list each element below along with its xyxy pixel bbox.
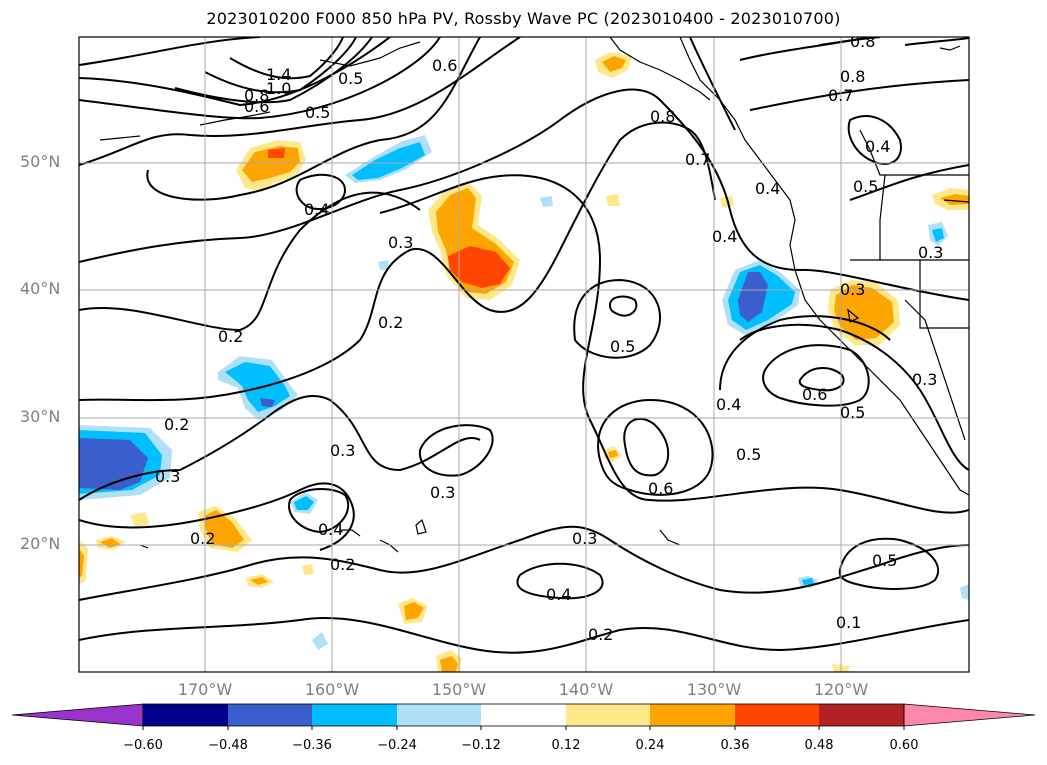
contour-label: 0.3 (840, 280, 865, 299)
contour-label: 0.6 (802, 385, 827, 404)
lon-label-160w: 160°W (304, 680, 360, 699)
contour-label: 0.3 (430, 483, 455, 502)
lat-label-40n: 40°N (20, 279, 61, 298)
contour-label: 0.2 (378, 313, 403, 332)
contour-label: 0.8 (650, 107, 675, 126)
contour-label: 0.5 (853, 177, 878, 196)
coastlines (99, 37, 969, 553)
contour-label: 0.5 (872, 551, 897, 570)
contour-label: 0.5 (840, 403, 865, 422)
contour-label: 0.6 (432, 56, 457, 75)
colorbar-tick: −0.48 (208, 738, 248, 753)
colorbar-tick: 0.36 (720, 738, 750, 753)
contour-label: 0.3 (330, 441, 355, 460)
contour-label: 0.4 (546, 585, 571, 604)
contour-label: 0.4 (716, 395, 741, 414)
contour-label: 0.3 (572, 529, 597, 548)
map-frame (78, 36, 970, 673)
gridlines (79, 37, 969, 672)
colorbar-bin (650, 704, 735, 726)
contour-label: 0.7 (685, 150, 710, 169)
contour-label: 0.3 (918, 243, 943, 262)
contour-label: 0.2 (218, 327, 243, 346)
contour-label: 0.4 (712, 227, 737, 246)
contour-label: 0.7 (828, 86, 853, 105)
colorbar-bin (481, 704, 566, 726)
colorbar-extend-high (903, 703, 1036, 727)
contour-label: 0.6 (244, 97, 269, 116)
contour-label: 0.4 (304, 200, 329, 219)
contour-label: 0.8 (244, 86, 269, 105)
contour-label: 0.8 (840, 67, 865, 86)
contour-label: 0.5 (610, 337, 635, 356)
lat-label-50n: 50°N (20, 152, 61, 171)
contour-label: 1.4 (266, 65, 291, 84)
colorbar-bin (735, 704, 819, 726)
contour-label: 0.1 (836, 613, 861, 632)
lat-label-30n: 30°N (20, 407, 61, 426)
contour-label: 0.4 (755, 179, 780, 198)
lon-label-130w: 130°W (686, 680, 742, 699)
contour-label: 0.2 (588, 625, 613, 644)
contour-label: 0.5 (338, 69, 363, 88)
plot-title: 2023010200 F000 850 hPa PV, Rossby Wave … (206, 9, 841, 28)
lat-label-20n: 20°N (20, 534, 61, 553)
colorbar-tick: 0.60 (889, 738, 919, 753)
contour-label: 0.2 (164, 415, 189, 434)
colorbar-extend-low (11, 703, 144, 727)
contour-label: 0.3 (388, 233, 413, 252)
pv-contours (79, 37, 969, 654)
contour-label: 0.5 (305, 103, 330, 122)
colorbar-tick: −0.12 (461, 738, 501, 753)
contour-label: 1.0 (266, 79, 291, 98)
colorbar-bin (566, 704, 650, 726)
colorbar-tick: 0.48 (804, 738, 834, 753)
lon-label-150w: 150°W (431, 680, 487, 699)
colorbar-bin (819, 704, 904, 726)
colorbar-bin (397, 704, 481, 726)
colorbar-tick: −0.36 (292, 738, 332, 753)
colorbar-tick: 0.24 (635, 738, 665, 753)
contour-labels: 1.4 1.0 0.8 0.6 0.5 0.6 0.8 0.8 0.7 0.8 … (155, 32, 943, 644)
contour-label: 0.2 (330, 555, 355, 574)
colorbar-bin (312, 704, 397, 726)
lon-label-170w: 170°W (177, 680, 233, 699)
colorbar-tick: −0.60 (123, 738, 163, 753)
contour-label: 0.4 (865, 137, 890, 156)
colorbar-bin (228, 704, 312, 726)
colorbar-tick: −0.24 (377, 738, 417, 753)
contour-label: 0.3 (155, 467, 180, 486)
colorbar (11, 703, 1036, 730)
lon-label-140w: 140°W (558, 680, 614, 699)
lon-label-120w: 120°W (813, 680, 869, 699)
colorbar-bin (143, 704, 228, 726)
contour-label: 0.2 (190, 529, 215, 548)
contour-label: 0.3 (912, 370, 937, 389)
contour-label: 0.6 (648, 479, 673, 498)
contour-label: 0.4 (318, 520, 343, 539)
contour-label: 0.8 (850, 32, 875, 51)
colorbar-tick: 0.12 (551, 738, 581, 753)
contour-label: 0.5 (736, 445, 761, 464)
